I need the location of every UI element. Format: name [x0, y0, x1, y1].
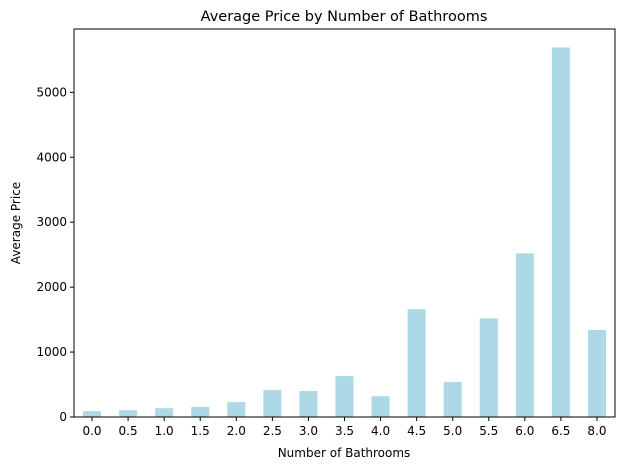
x-tick-label: 5.5 — [479, 424, 498, 438]
x-tick-label: 1.0 — [155, 424, 174, 438]
x-axis-ticks: 0.0 0.5 1.0 1.5 2.0 2.5 3.0 3.5 4.0 4.5 5.0 5.5 6.0 6… — [82, 417, 607, 438]
y-axis-label: Average Price — [9, 182, 23, 264]
bar-8.0 — [587, 329, 606, 417]
bar-5.5 — [479, 318, 498, 417]
bar-6.0 — [515, 253, 534, 417]
y-tick-label: 0 — [59, 410, 67, 424]
bar-6.5 — [551, 47, 570, 417]
bar-4.5 — [407, 309, 426, 417]
x-tick-label: 6.5 — [551, 424, 570, 438]
bar-0.0 — [83, 411, 102, 417]
y-tick-label: 3000 — [36, 215, 67, 229]
bar-2.0 — [227, 402, 246, 417]
y-tick-label: 4000 — [36, 150, 67, 164]
x-tick-label: 4.5 — [407, 424, 426, 438]
x-tick-label: 8.0 — [587, 424, 606, 438]
x-tick-label: 2.0 — [227, 424, 246, 438]
bar-1.0 — [155, 408, 174, 417]
x-tick-label: 4.0 — [371, 424, 390, 438]
x-tick-label: 3.0 — [299, 424, 318, 438]
bar-2.5 — [263, 390, 282, 417]
x-tick-label: 5.0 — [443, 424, 462, 438]
x-tick-label: 6.0 — [515, 424, 534, 438]
y-tick-label: 5000 — [36, 85, 67, 99]
bar-0.5 — [119, 410, 138, 417]
x-tick-label: 2.5 — [263, 424, 282, 438]
plot-frame — [73, 28, 616, 418]
y-tick-label: 2000 — [36, 280, 67, 294]
y-axis-ticks: 0 1000 2000 3000 4000 5000 — [36, 85, 74, 424]
bars — [83, 47, 606, 417]
x-tick-label: 0.5 — [119, 424, 138, 438]
bar-4.0 — [371, 396, 390, 417]
bar-3.5 — [335, 376, 354, 417]
x-axis-label: Number of Bathrooms — [278, 446, 411, 460]
bar-3.0 — [299, 391, 318, 417]
x-tick-label: 3.5 — [335, 424, 354, 438]
chart-title: Average Price by Number of Bathrooms — [201, 9, 488, 25]
bar-5.0 — [443, 381, 462, 417]
bar-1.5 — [191, 406, 210, 417]
x-tick-label: 1.5 — [191, 424, 210, 438]
x-tick-label: 0.0 — [82, 424, 101, 438]
y-tick-label: 1000 — [36, 345, 67, 359]
